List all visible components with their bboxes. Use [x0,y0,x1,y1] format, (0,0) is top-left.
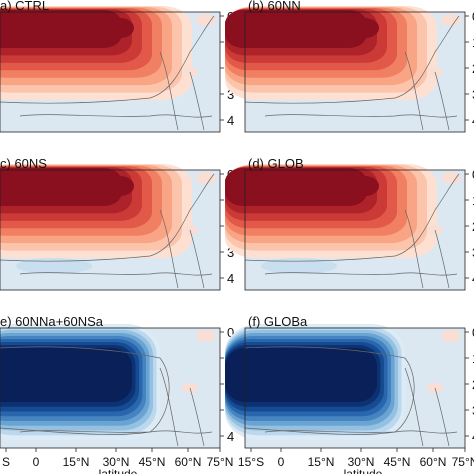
panel-frame [0,327,221,449]
panel-title: (f) GLOBa [248,314,308,329]
contour-line [19,430,213,434]
negative-patch [16,258,92,274]
positive-patch [196,14,216,26]
contour-line [159,209,205,289]
positive-patch [441,330,461,342]
x-tick-label: 75°N [452,455,474,469]
x-tick-label: 15°N [308,455,335,469]
y-tick-label: 4 [227,271,234,286]
contour-line [0,15,215,104]
panel-title: (b) 60NN [248,0,301,13]
y-tick-label: 4 [227,429,234,444]
x-tick-label: S [2,455,10,469]
panel-frame [244,169,466,291]
y-tick-label: 1 [472,35,474,50]
contour-line [19,114,213,118]
y-tick-label: 1 [472,193,474,208]
contour-line [404,209,450,289]
contour-line [264,272,458,276]
contour-line [264,430,458,434]
x-axis-label: latitude [99,467,138,474]
core-maximum [106,176,134,196]
y-tick-label: 0 [472,167,474,182]
positive-patch [441,14,461,26]
contour-line [19,272,213,276]
contour-level-8 [225,10,367,48]
y-tick-label: 3 [472,403,474,418]
x-tick-label: 45°N [384,455,411,469]
contour-line [264,114,458,118]
panel-title: c) 60NS [0,156,47,171]
x-tick-label: 0 [278,455,285,469]
core-maximum [351,18,379,38]
y-tick-label: 4 [472,113,474,128]
y-tick-label: 3 [472,245,474,260]
contour-line [159,51,205,131]
panel-frame [0,11,221,133]
positive-patch [196,172,216,184]
panel-frame [244,11,466,133]
x-axis-label: latitude [344,467,383,474]
contour-level-8 [0,168,122,206]
panel-title: e) 60NNa+60NSa [0,314,104,329]
y-tick-label: 2 [472,377,474,392]
contour-line [244,173,460,262]
panel-6: 0 1 2 3 4 15°S 0 15°N 30°N 45°N 60°N 75°N latitude (f… [225,314,474,474]
contour-line [404,367,450,447]
x-tick-label: 0 [33,455,40,469]
y-tick-label: 4 [472,271,474,286]
panel-4: 0 1 2 3 4 (d) GLOB [225,156,474,291]
panel-frame [0,169,221,291]
positive-patch [441,172,461,184]
y-tick-label: 4 [227,113,234,128]
panel-3: 01234c) 60NS [0,156,234,291]
y-tick-label: 1 [472,351,474,366]
y-tick-label: 0 [472,9,474,24]
y-tick-label: 0 [227,325,234,340]
contour-level-8 [225,168,367,206]
y-tick-label: 0 [472,325,474,340]
x-tick-label: 30°N [348,455,375,469]
x-tick-label: 30°N [103,455,130,469]
y-tick-label: 4 [472,429,474,444]
negative-patch [261,258,337,274]
x-tick-label: 60°N [420,455,447,469]
core-maximum [351,176,379,196]
y-tick-label: 3 [227,245,234,260]
contour-line [244,15,460,104]
x-tick-label: 15°S [238,455,264,469]
panel-2: 0 1 2 3 4 (b) 60NN [225,0,474,133]
panel-title: (d) GLOB [248,156,304,171]
x-tick-label: 75°N [207,455,234,469]
y-tick-label: 3 [472,87,474,102]
contour-line [159,367,205,447]
y-tick-label: 3 [227,87,234,102]
contour-line [404,51,450,131]
positive-patch [196,330,216,342]
panel-title: a) CTRL [0,0,49,13]
core-maximum [106,18,134,38]
y-tick-label: 2 [472,219,474,234]
core-maximum [70,370,122,402]
core-maximum [315,370,367,402]
x-tick-label: 15°N [63,455,90,469]
panel-frame [244,327,466,449]
contour-level-8 [0,10,122,48]
y-tick-label: 2 [472,61,474,76]
panel-1: 01234a) CTRL [0,0,234,133]
x-tick-label: 60°N [175,455,202,469]
x-tick-label: 45°N [139,455,166,469]
contour-line [0,173,215,262]
